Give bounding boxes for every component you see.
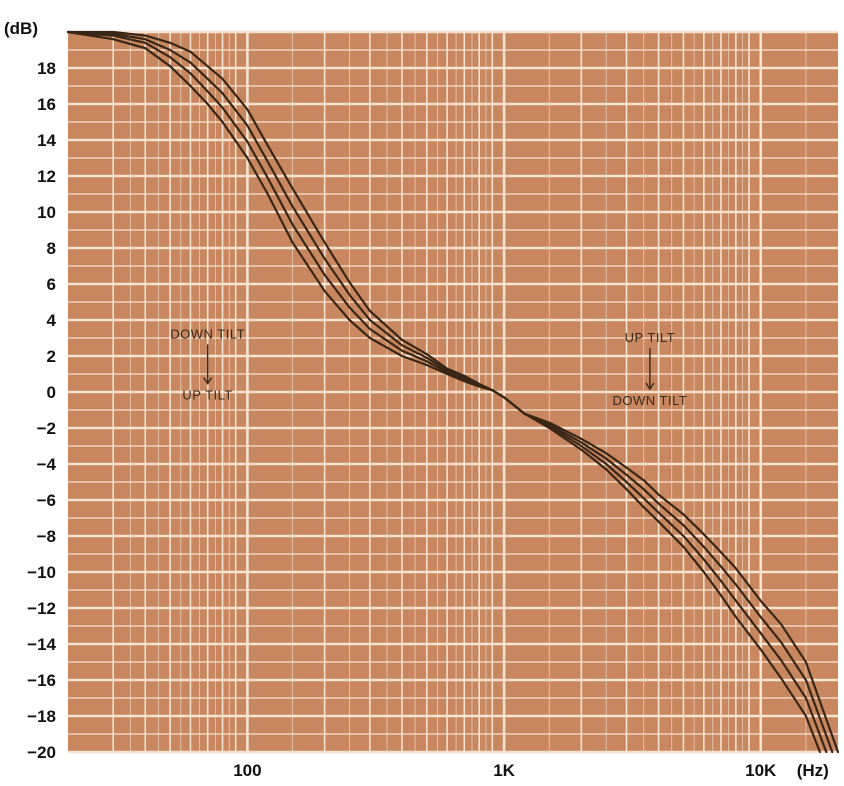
y-tick-label: 18 <box>37 59 56 78</box>
y-tick-label: −6 <box>37 491 56 510</box>
y-tick-label: 14 <box>37 131 56 150</box>
y-tick-label: −8 <box>37 527 56 546</box>
annotation-bottom-label-1: UP TILT <box>182 388 232 403</box>
annotation-top-label-1: DOWN TILT <box>170 326 245 341</box>
y-tick-label: 12 <box>37 167 56 186</box>
response-curve-4 <box>66 30 840 754</box>
annotation-arrow-head-2 <box>645 382 655 391</box>
x-tick-label: 100 <box>233 761 261 780</box>
x-tick-labels: 100 1K 10K <box>233 761 777 780</box>
y-tick-labels: 18 16 14 12 10 8 6 4 2 0 −2 −4 −6 −8 −10 −12 −14 −16 −18 −2… <box>27 59 56 762</box>
y-tick-label: 10 <box>37 203 56 222</box>
y-tick-label: −12 <box>27 599 56 618</box>
y-tick-label: 2 <box>47 347 56 366</box>
y-tick-label: −20 <box>27 743 56 762</box>
annotation-arrow-head-1 <box>203 377 213 385</box>
x-tick-label: 10K <box>745 761 777 780</box>
y-tick-label: 0 <box>47 383 56 402</box>
x-axis-unit-label: (Hz) <box>797 761 829 780</box>
y-tick-label: 6 <box>47 275 56 294</box>
y-tick-label: 4 <box>47 311 57 330</box>
grid <box>68 30 838 754</box>
y-tick-label: 16 <box>37 95 56 114</box>
y-tick-label: 8 <box>47 239 56 258</box>
y-axis-unit-label: (dB) <box>4 19 38 38</box>
y-tick-label: −18 <box>27 707 56 726</box>
y-tick-label: −16 <box>27 671 56 690</box>
curves <box>66 30 840 754</box>
y-tick-label: −14 <box>27 635 56 654</box>
x-tick-label: 1K <box>493 761 515 780</box>
y-tick-label: −4 <box>37 455 57 474</box>
y-tick-label: −10 <box>27 563 56 582</box>
annotations: DOWN TILT UP TILT UP TILT DOWN TILT <box>170 326 687 408</box>
annotation-top-label-2: UP TILT <box>625 330 675 345</box>
y-tick-label: −2 <box>37 419 56 438</box>
annotation-bottom-label-2: DOWN TILT <box>613 393 688 408</box>
